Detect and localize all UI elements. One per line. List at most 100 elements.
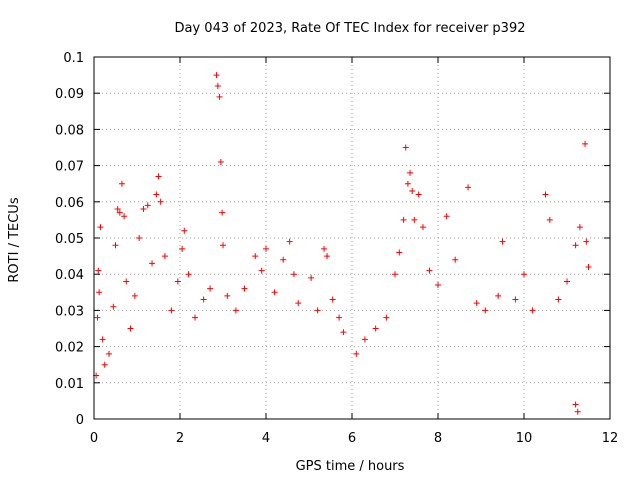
data-point	[168, 307, 175, 314]
data-point	[529, 307, 536, 314]
data-point	[157, 198, 164, 205]
data-point	[110, 303, 117, 310]
data-point	[409, 187, 416, 194]
y-tick-label: 0.03	[55, 304, 84, 319]
data-point	[314, 307, 321, 314]
data-point	[295, 300, 302, 307]
data-point	[252, 253, 259, 260]
x-tick-label: 2	[176, 431, 184, 446]
y-tick-label: 0.01	[55, 377, 84, 392]
x-tick-label: 10	[516, 431, 533, 446]
data-point	[214, 82, 221, 89]
data-point	[290, 271, 297, 278]
data-point	[112, 242, 119, 249]
data-point	[404, 180, 411, 187]
data-point	[582, 140, 589, 147]
y-tick-labels: 0 0.01 0.02 0.03 0.04 0.05 0.06 0.07 0.08 0.09 0.1	[55, 51, 84, 428]
data-point	[336, 314, 343, 321]
data-point	[258, 267, 265, 274]
data-point	[131, 292, 138, 299]
data-point	[574, 408, 581, 415]
y-tick-label: 0.04	[55, 268, 84, 283]
data-point	[465, 184, 472, 191]
x-tick-label: 6	[348, 431, 356, 446]
y-tick-label: 0.08	[55, 123, 84, 138]
data-point	[271, 289, 278, 296]
data-point	[415, 191, 422, 198]
data-point	[495, 292, 502, 299]
data-point	[161, 253, 168, 260]
data-point	[118, 180, 125, 187]
y-axis-label: ROTI / TECUs	[7, 197, 22, 282]
data-point	[321, 245, 328, 252]
data-point	[217, 158, 224, 165]
x-tick-label: 12	[602, 431, 619, 446]
data-point	[99, 336, 106, 343]
data-point	[116, 209, 123, 216]
data-point	[482, 307, 489, 314]
data-point	[392, 271, 398, 278]
data-point	[452, 256, 459, 263]
data-point	[546, 216, 553, 223]
data-point	[361, 336, 368, 343]
data-point	[473, 300, 480, 307]
data-point	[95, 267, 102, 274]
data-point	[185, 271, 192, 278]
data-point	[149, 260, 156, 267]
data-point	[329, 296, 336, 303]
data-point	[140, 206, 147, 213]
data-point	[400, 216, 407, 223]
x-tick-label: 8	[434, 431, 442, 446]
data-point	[383, 314, 390, 321]
data-point	[136, 235, 143, 241]
data-point	[106, 350, 113, 357]
y-tick-label: 0.05	[55, 232, 84, 247]
data-point	[340, 329, 347, 336]
data-point	[572, 401, 579, 408]
data-point	[174, 278, 181, 285]
data-point	[324, 253, 331, 260]
data-point	[153, 191, 160, 198]
data-point	[435, 282, 441, 289]
y-tick-label: 0	[76, 413, 84, 428]
data-point	[241, 285, 248, 292]
data-point	[179, 245, 186, 252]
data-point	[207, 285, 214, 292]
data-point	[555, 296, 562, 303]
x-tick-label: 4	[262, 431, 270, 446]
data-point	[583, 238, 590, 245]
data-point	[114, 206, 121, 213]
data-point	[224, 292, 231, 299]
data-point	[353, 350, 360, 357]
data-point	[94, 314, 101, 321]
data-point	[372, 325, 379, 332]
y-tick-label: 0.07	[55, 160, 84, 175]
data-point	[396, 249, 403, 256]
data-point	[121, 213, 128, 220]
x-axis-label: GPS time / hours	[296, 459, 405, 474]
data-point	[123, 278, 130, 285]
data-point	[443, 213, 450, 220]
data-point	[426, 267, 433, 274]
data-point	[286, 238, 293, 245]
data-points	[93, 72, 592, 415]
data-point	[521, 271, 527, 278]
y-tick-label: 0.02	[55, 341, 84, 356]
data-point	[542, 191, 549, 198]
data-point	[572, 242, 579, 249]
axis-ticks	[93, 56, 611, 420]
data-point	[155, 173, 162, 180]
data-point	[411, 216, 418, 223]
data-point	[96, 289, 103, 296]
y-tick-label: 0.1	[63, 51, 84, 66]
data-point	[308, 274, 315, 281]
data-point	[419, 224, 426, 231]
data-point	[280, 256, 287, 263]
data-point	[512, 296, 519, 303]
data-point	[499, 238, 506, 245]
y-tick-label: 0.06	[55, 196, 84, 211]
chart-title: Day 043 of 2023, Rate Of TEC Index for r…	[175, 21, 526, 36]
data-point	[407, 169, 414, 176]
y-tick-label: 0.09	[55, 87, 84, 102]
data-point	[144, 202, 151, 209]
